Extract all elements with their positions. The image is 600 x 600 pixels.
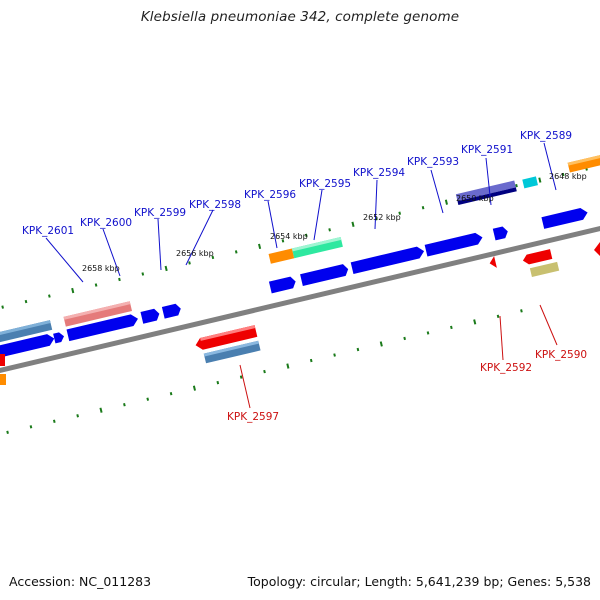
inner-tick-row: [6, 309, 523, 435]
gene-label-kpk-2598: KPK_2598: [189, 199, 241, 211]
gene-arrow-kpk-2593: [424, 232, 483, 257]
gene-arrow-kpk-2601: [0, 334, 55, 362]
gene-label-kpk-2601: KPK_2601: [22, 225, 74, 237]
forward-leader-lines: [45, 142, 557, 283]
forward-genes: [0, 208, 588, 362]
fragment-right-red: [594, 242, 600, 256]
outer-tick-row: [1, 167, 588, 309]
gene-arrow-kpk-2590-red: [522, 249, 553, 265]
scale-label-2656: 2656 kbp: [176, 249, 214, 258]
gene-label-kpk-2590: KPK_2590: [535, 349, 587, 361]
gene-arrow-kpk-2597: [195, 325, 258, 350]
feature-cyan: [522, 176, 538, 189]
gene-label-kpk-2591: KPK_2591: [461, 144, 513, 156]
gene-arrow-kpk-2589: [541, 208, 588, 229]
gene-arrow-kpk-2594: [350, 246, 425, 275]
gene-label-kpk-2594: KPK_2594: [353, 167, 405, 179]
scale-label-2648: 2648 kbp: [549, 172, 587, 181]
reverse-leader-lines: [239, 304, 558, 409]
scale-label-2658: 2658 kbp: [82, 264, 120, 273]
fragment-left-red: [0, 354, 5, 366]
gene-arrow-kpk-2596: [268, 276, 296, 294]
feature-slateblue: [455, 180, 516, 202]
feature-khaki: [529, 261, 560, 278]
gene-arrow-small: [53, 332, 65, 344]
reverse-genes: [195, 249, 560, 364]
genome-backbone: [0, 205, 600, 394]
genome-summary: Topology: circular; Length: 5,641,239 bp…: [247, 574, 591, 589]
accession-label: Accession: NC_011283: [9, 574, 152, 589]
scale-label-2652: 2652 kbp: [363, 213, 401, 222]
gene-arrow-kpk-2600: [66, 314, 138, 342]
gene-label-kpk-2593: KPK_2593: [407, 156, 459, 168]
gene-label-kpk-2589: KPK_2589: [520, 130, 572, 142]
scale-label-2654: 2654 kbp: [270, 232, 308, 241]
fragment-left-orange: [0, 374, 6, 385]
gene-label-kpk-2600: KPK_2600: [80, 217, 132, 229]
gene-label-kpk-2597: KPK_2597: [227, 411, 279, 423]
gene-arrow-kpk-2591: [492, 226, 508, 241]
map-title: Klebsiella pneumoniae 342, complete geno…: [140, 9, 460, 25]
scale-label-2650: 2650 kbp: [456, 194, 494, 203]
gene-label-kpk-2599: KPK_2599: [134, 207, 186, 219]
feature-orange: [268, 248, 295, 264]
gene-label-kpk-2592: KPK_2592: [480, 362, 532, 374]
gene-arrow-kpk-2598: [161, 303, 181, 319]
gene-label-kpk-2595: KPK_2595: [299, 178, 351, 190]
gene-arrow-kpk-2595: [300, 264, 349, 286]
gene-arrow-kpk-2599: [140, 308, 160, 324]
feature-navy: [457, 187, 517, 206]
gene-arrow-kpk-2592: [489, 256, 497, 268]
gene-label-kpk-2596: KPK_2596: [244, 189, 296, 201]
forward-features: [0, 153, 600, 348]
